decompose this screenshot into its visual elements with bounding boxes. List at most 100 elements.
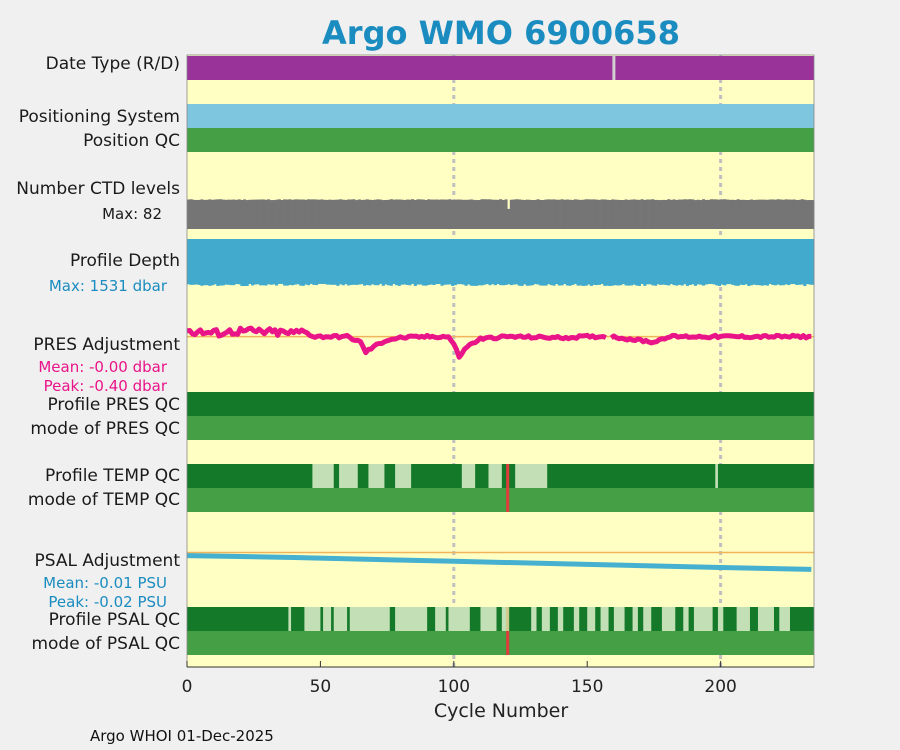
depth-bar <box>504 239 508 285</box>
depth-bar <box>592 239 596 285</box>
depth-bar <box>672 239 676 286</box>
depth-bar <box>611 239 615 286</box>
ctd-bar <box>488 199 492 229</box>
ctd-bar <box>301 199 305 229</box>
temp-qc-light-segment <box>488 464 502 488</box>
psal-qc-light-segment <box>661 607 676 631</box>
ctd-bar <box>197 199 201 229</box>
ctd-bar <box>720 199 724 229</box>
psal-qc-light-segment <box>632 607 638 631</box>
depth-bar <box>536 239 540 285</box>
ctd-bar <box>800 199 804 229</box>
label-mode-psal-qc: mode of PSAL QC <box>31 634 180 654</box>
ctd-bar <box>648 199 652 229</box>
psal-qc-light-segment <box>480 607 497 631</box>
ctd-bar <box>435 199 439 229</box>
ctd-bar <box>296 199 300 229</box>
depth-bar <box>739 239 743 285</box>
ctd-bar <box>336 199 340 229</box>
depth-bar <box>587 239 591 285</box>
depth-bar <box>413 239 417 286</box>
ctd-bar <box>283 199 287 229</box>
depth-bar <box>264 239 268 286</box>
depth-bar <box>560 239 564 286</box>
depth-bar <box>371 239 375 285</box>
ctd-bar <box>701 199 706 229</box>
ctd-bar <box>515 199 519 229</box>
depth-bar <box>779 239 783 286</box>
ctd-bar <box>429 199 433 229</box>
temp-qc-light-segment <box>515 464 548 488</box>
depth-bar <box>429 239 433 285</box>
ctd-bar <box>659 200 663 229</box>
psal-qc-light-segments <box>288 607 790 631</box>
depth-bar <box>205 239 209 286</box>
ctd-bar <box>667 199 671 229</box>
ctd-bar <box>616 199 620 229</box>
ctd-bar <box>365 199 369 229</box>
depth-bar <box>483 239 487 285</box>
depth-bar <box>235 239 239 284</box>
depth-bar <box>411 239 415 284</box>
depth-bar <box>781 239 786 286</box>
depth-bar <box>221 239 225 286</box>
ctd-bar <box>467 199 471 229</box>
ctd-bar <box>504 199 508 229</box>
depth-bar <box>688 239 692 285</box>
depth-bar <box>531 239 535 286</box>
ctd-bar <box>509 199 513 229</box>
depth-bar <box>651 239 655 286</box>
depth-bar <box>517 239 521 286</box>
depth-bar <box>499 239 503 286</box>
date-type-gap <box>612 56 616 80</box>
depth-bar <box>493 239 497 286</box>
ctd-bar <box>232 199 236 229</box>
depth-bar <box>195 239 199 285</box>
temp-qc-bad-marker <box>506 464 510 488</box>
depth-bar <box>488 239 492 286</box>
depth-bar <box>787 239 791 286</box>
ctd-bar <box>520 199 524 229</box>
ctd-bar <box>803 199 807 229</box>
ctd-bar <box>235 199 239 229</box>
label-pres-adjustment: PRES Adjustment <box>33 335 180 355</box>
depth-bar <box>763 239 767 286</box>
depth-bar <box>555 239 559 285</box>
depth-bar <box>472 239 476 286</box>
psal-qc-light-segment <box>757 607 774 631</box>
temp-qc-light-segment <box>395 464 412 488</box>
depth-bar <box>432 239 436 286</box>
ctd-bar <box>413 200 417 229</box>
psal-qc-light-segment <box>435 607 446 631</box>
depth-bar <box>805 239 810 285</box>
ctd-bar <box>397 199 401 229</box>
ctd-bar <box>355 200 359 229</box>
x-tick-label: 50 <box>310 677 332 697</box>
psal-qc-light-segment <box>557 607 564 631</box>
ctd-bar <box>541 200 545 229</box>
psal-qc-light-segment <box>600 607 609 631</box>
depth-bar <box>437 239 441 284</box>
depth-bar <box>720 239 724 285</box>
depth-bar <box>296 239 300 285</box>
ctd-bar <box>205 199 209 229</box>
depth-bar <box>477 239 481 286</box>
depth-bar <box>595 239 599 286</box>
psal-qc-light-segment <box>333 607 348 631</box>
ctd-bar <box>459 199 463 229</box>
depth-bar <box>619 239 623 286</box>
label-positioning-system: Positioning System <box>19 107 180 127</box>
ctd-bar <box>437 199 441 229</box>
depth-bar <box>229 239 233 286</box>
depth-bar <box>267 239 271 285</box>
ctd-bar <box>293 199 297 229</box>
ctd-bar <box>805 200 810 229</box>
depth-bar <box>261 239 265 286</box>
depth-bar <box>669 239 673 285</box>
depth-bar <box>392 239 396 285</box>
label-profile-pres-qc: Profile PRES QC <box>47 395 180 415</box>
ctd-bar <box>587 199 591 229</box>
ctd-bar <box>536 199 540 229</box>
ctd-bar <box>739 199 743 229</box>
ctd-bar <box>416 199 420 229</box>
